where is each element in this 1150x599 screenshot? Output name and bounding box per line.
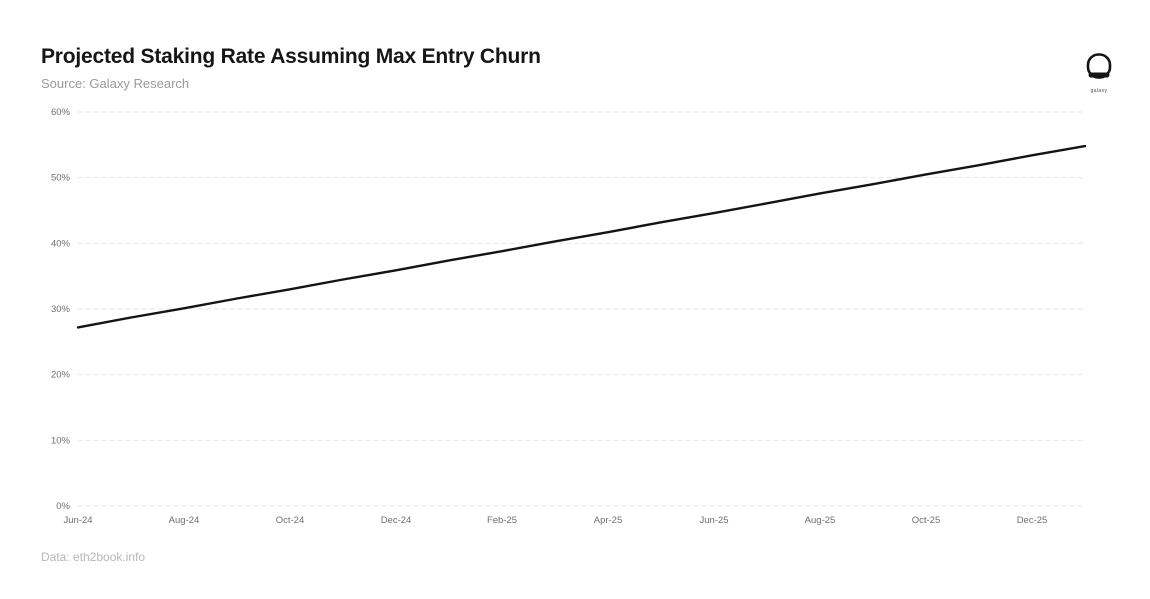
x-axis-tick-label: Feb-25 — [487, 515, 517, 526]
galaxy-logo-icon — [1084, 52, 1114, 87]
y-axis-tick-label: 0% — [56, 501, 70, 512]
x-axis-tick-label: Jun-24 — [63, 515, 92, 526]
y-axis-tick-label: 50% — [51, 173, 71, 184]
x-axis-tick-label: Aug-25 — [805, 515, 836, 526]
x-axis-tick-label: Apr-25 — [594, 515, 623, 526]
x-axis-tick-label: Aug-24 — [169, 515, 200, 526]
x-axis-tick-label: Dec-25 — [1017, 515, 1048, 526]
projected-staking-rate-line — [76, 144, 1087, 329]
line-chart-canvas: 0% 10% 20% 30% 40% 50% 60% Jun-24 Aug-24 Oct-24 De… — [51, 107, 1087, 526]
y-axis-tick-label: 40% — [51, 238, 71, 249]
y-axis-tick-label: 60% — [51, 107, 71, 118]
chart-title: Projected Staking Rate Assuming Max Entr… — [41, 45, 541, 68]
y-axis-tick-label: 30% — [51, 304, 71, 315]
galaxy-logo: galaxy — [1080, 52, 1118, 94]
chart-source: Source: Galaxy Research — [41, 76, 190, 91]
line-chart: 0% 10% 20% 30% 40% 50% 60% Jun-24 Aug-24 Oct-24 De… — [40, 102, 1102, 542]
galaxy-logo-wordmark: galaxy — [1090, 88, 1108, 94]
x-axis-tick-label: Oct-25 — [912, 515, 941, 526]
x-axis-tick-label: Oct-24 — [276, 515, 305, 526]
data-credit: Data: eth2book.info — [41, 550, 146, 564]
y-axis-tick-label: 10% — [51, 435, 71, 446]
y-axis-tick-label: 20% — [51, 370, 71, 381]
x-axis-tick-label: Dec-24 — [381, 515, 412, 526]
x-axis-tick-label: Jun-25 — [699, 515, 728, 526]
